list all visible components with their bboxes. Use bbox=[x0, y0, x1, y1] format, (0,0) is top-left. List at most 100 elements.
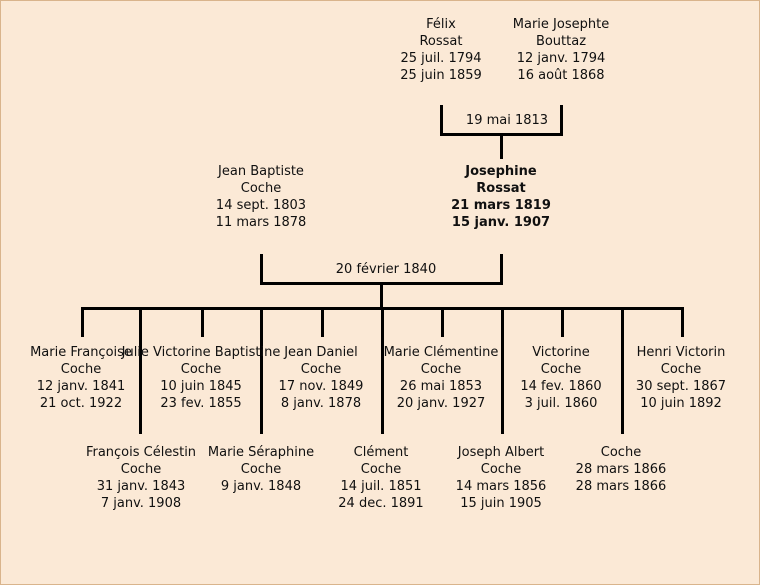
person-death-date: 25 juin 1859 bbox=[400, 67, 482, 83]
column-divider bbox=[621, 307, 624, 434]
column-divider bbox=[501, 307, 504, 434]
child-stub bbox=[561, 307, 564, 337]
person-birth-date: 17 nov. 1849 bbox=[278, 378, 364, 394]
person-given-name: François Célestin bbox=[85, 445, 197, 460]
child-stub bbox=[201, 307, 204, 337]
person-surname: Rossat bbox=[476, 180, 526, 196]
person-surname: Coche bbox=[420, 361, 462, 377]
person-marie-clementine-coche[interactable]: Marie Clémentine Coche 26 mai 1853 20 ja… bbox=[381, 345, 501, 413]
person-death-date: 10 juin 1892 bbox=[640, 395, 722, 411]
person-birth-date: 14 fev. 1860 bbox=[520, 378, 602, 394]
person-joseph-albert-coche[interactable]: Joseph Albert Coche 14 mars 1856 15 juin… bbox=[441, 445, 561, 513]
child-stub bbox=[81, 307, 84, 337]
person-birth-date: 30 sept. 1867 bbox=[635, 378, 727, 394]
person-death-date: 7 janv. 1908 bbox=[100, 495, 182, 511]
person-death-date: 3 juil. 1860 bbox=[524, 395, 598, 411]
person-josephine-rossat[interactable]: Josephine Rossat 21 mars 1819 15 janv. 1… bbox=[439, 164, 563, 232]
person-birth-date: 14 mars 1856 bbox=[455, 478, 547, 494]
person-henri-victorin-coche[interactable]: Henri Victorin Coche 30 sept. 1867 10 ju… bbox=[621, 345, 741, 413]
person-jean-baptiste-coche[interactable]: Jean Baptiste Coche 14 sept. 1803 11 mar… bbox=[199, 164, 323, 232]
column-divider bbox=[381, 307, 384, 434]
person-death-date: 23 fev. 1855 bbox=[160, 395, 242, 411]
person-marie-seraphine-coche[interactable]: Marie Séraphine Coche 9 janv. 1848 bbox=[201, 445, 321, 496]
person-surname: Coche bbox=[300, 361, 342, 377]
person-marie-josephte-bouttaz[interactable]: Marie Josephte Bouttaz 12 janv. 1794 16 … bbox=[499, 17, 623, 85]
person-surname: Coche bbox=[60, 361, 102, 377]
person-death-date: 15 juin 1905 bbox=[460, 495, 542, 511]
person-felix-rossat[interactable]: Félix Rossat 25 juil. 1794 25 juin 1859 bbox=[379, 17, 503, 85]
person-given-name: Clément bbox=[353, 445, 409, 460]
column-divider bbox=[139, 307, 142, 434]
child-stub bbox=[681, 307, 684, 337]
person-jean-daniel-coche[interactable]: Jean Daniel Coche 17 nov. 1849 8 janv. 1… bbox=[261, 345, 381, 413]
descent-connector-gen1 bbox=[500, 133, 503, 159]
person-dates: 30 sept. 1867 10 juin 1892 bbox=[621, 379, 741, 413]
person-death-date: 21 oct. 1922 bbox=[39, 395, 123, 411]
person-dates: 14 sept. 1803 11 mars 1878 bbox=[199, 198, 323, 232]
marriage-connector-left bbox=[440, 105, 443, 136]
person-birth-date: 12 janv. 1841 bbox=[36, 378, 126, 394]
person-surname: Coche bbox=[180, 361, 222, 377]
person-dates: 14 mars 1856 15 juin 1905 bbox=[441, 479, 561, 513]
person-given-name: Victorine bbox=[532, 345, 590, 360]
marriage-connector-left bbox=[260, 254, 263, 285]
person-birth-date: 12 janv. 1794 bbox=[516, 50, 606, 66]
person-dates: 17 nov. 1849 8 janv. 1878 bbox=[261, 379, 381, 413]
person-given-name: Jean Baptiste bbox=[218, 164, 304, 179]
person-given-name: Julie Victorine Baptistine bbox=[121, 345, 281, 360]
descent-connector-gen2 bbox=[380, 282, 383, 309]
person-dates: 28 mars 1866 28 mars 1866 bbox=[561, 462, 681, 496]
person-surname: Rossat bbox=[419, 33, 463, 49]
person-francois-celestin-coche[interactable]: François Célestin Coche 31 janv. 1843 7 … bbox=[81, 445, 201, 513]
person-surname: Coche bbox=[240, 180, 282, 196]
child-stub bbox=[321, 307, 324, 337]
person-death-date: 8 janv. 1878 bbox=[280, 395, 362, 411]
person-julie-victorine-baptistine-coche[interactable]: Julie Victorine Baptistine Coche 10 juin… bbox=[121, 345, 281, 413]
person-dates: 21 mars 1819 15 janv. 1907 bbox=[439, 198, 563, 232]
person-victorine-coche[interactable]: Victorine Coche 14 fev. 1860 3 juil. 186… bbox=[501, 345, 621, 413]
person-birth-date: 10 juin 1845 bbox=[160, 378, 242, 394]
person-birth-date: 26 mai 1853 bbox=[399, 378, 483, 394]
person-surname: Coche bbox=[120, 461, 162, 477]
person-dates: 14 fev. 1860 3 juil. 1860 bbox=[501, 379, 621, 413]
person-dates: 25 juil. 1794 25 juin 1859 bbox=[379, 51, 503, 85]
person-dates: 14 juil. 1851 24 dec. 1891 bbox=[321, 479, 441, 513]
person-given-name: Marie Clémentine bbox=[383, 345, 499, 360]
person-given-name: Henri Victorin bbox=[636, 345, 726, 360]
person-surname: Coche bbox=[600, 445, 642, 460]
person-surname: Bouttaz bbox=[535, 33, 587, 49]
person-death-date: 28 mars 1866 bbox=[575, 478, 667, 494]
person-marie-francoise-coche[interactable]: Marie Françoise Coche 12 janv. 1841 21 o… bbox=[21, 345, 141, 413]
person-dates: 26 mai 1853 20 janv. 1927 bbox=[381, 379, 501, 413]
marriage-date-1840: 20 février 1840 bbox=[326, 262, 446, 277]
person-given-name: Josephine bbox=[465, 164, 537, 179]
person-death-date: 20 janv. 1927 bbox=[396, 395, 486, 411]
person-dates: 9 janv. 1848 bbox=[201, 479, 321, 496]
child-stub bbox=[441, 307, 444, 337]
person-surname: Coche bbox=[540, 361, 582, 377]
person-unnamed-coche[interactable]: Coche 28 mars 1866 28 mars 1866 bbox=[561, 445, 681, 496]
person-birth-date: 14 sept. 1803 bbox=[215, 197, 307, 213]
marriage-connector-right bbox=[500, 254, 503, 285]
marriage-date-1813: 19 mai 1813 bbox=[456, 113, 558, 128]
person-given-name: Marie Séraphine bbox=[207, 445, 315, 460]
person-surname: Coche bbox=[660, 361, 702, 377]
person-birth-date: 31 janv. 1843 bbox=[96, 478, 186, 494]
person-given-name: Félix bbox=[426, 17, 456, 32]
person-given-name: Marie Josephte bbox=[512, 17, 610, 32]
person-dates: 12 janv. 1841 21 oct. 1922 bbox=[21, 379, 141, 413]
person-dates: 31 janv. 1843 7 janv. 1908 bbox=[81, 479, 201, 513]
person-surname: Coche bbox=[480, 461, 522, 477]
person-given-name: Joseph Albert bbox=[457, 445, 545, 460]
person-death-date: 16 août 1868 bbox=[517, 67, 605, 83]
person-given-name: Marie Françoise bbox=[30, 345, 132, 360]
person-birth-date: 14 juil. 1851 bbox=[340, 478, 422, 494]
person-dates: 10 juin 1845 23 fev. 1855 bbox=[121, 379, 281, 413]
person-surname: Coche bbox=[360, 461, 402, 477]
person-birth-date: 9 janv. 1848 bbox=[220, 478, 302, 494]
marriage-connector-right bbox=[560, 105, 563, 136]
person-clement-coche[interactable]: Clément Coche 14 juil. 1851 24 dec. 1891 bbox=[321, 445, 441, 513]
person-birth-date: 25 juil. 1794 bbox=[400, 50, 482, 66]
person-death-date: 11 mars 1878 bbox=[215, 214, 307, 230]
